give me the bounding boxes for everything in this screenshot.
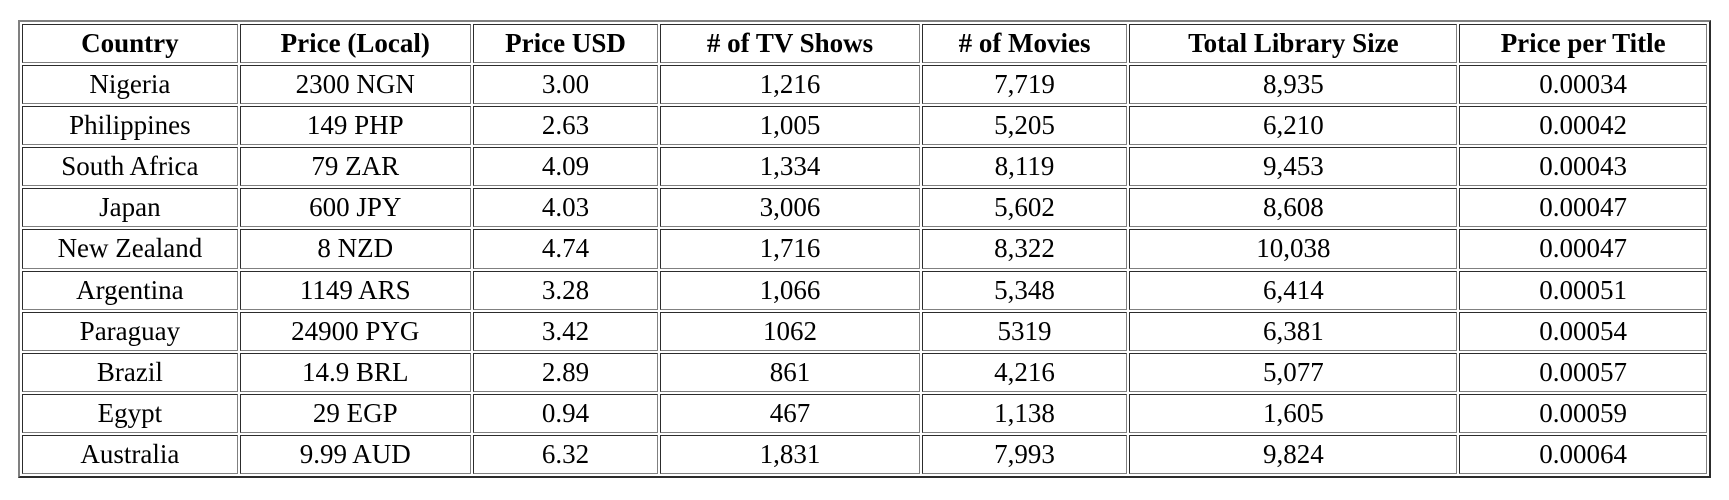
cell-price-usd: 0.94 (472, 393, 659, 433)
cell-of-movies: 8,322 (921, 229, 1128, 269)
column-header-country: Country (22, 24, 238, 64)
cell-price-local: 14.9 BRL (239, 352, 471, 392)
cell-price-usd: 3.42 (472, 311, 659, 351)
cell-country: New Zealand (22, 229, 238, 269)
cell-price-per-title: 0.00064 (1459, 434, 1707, 475)
cell-of-movies: 4,216 (921, 352, 1128, 392)
cell-of-movies: 7,719 (921, 65, 1128, 105)
column-header-total-library-size: Total Library Size (1129, 24, 1458, 64)
column-header-price-local: Price (Local) (239, 24, 471, 64)
cell-price-usd: 4.03 (472, 188, 659, 228)
cell-price-per-title: 0.00051 (1459, 270, 1707, 310)
table-row-argentina: Argentina 1149 ARS 3.28 1,066 5,348 6,414 0.00… (22, 270, 1707, 310)
table-row-egypt: Egypt 29 EGP 0.94 467 1,138 1,605 0.00059 (22, 393, 1707, 433)
cell-of-movies: 5,205 (921, 106, 1128, 146)
cell-country: Philippines (22, 106, 238, 146)
table-row-brazil: Brazil 14.9 BRL 2.89 861 4,216 5,077 0.00057 (22, 352, 1707, 392)
cell-price-per-title: 0.00057 (1459, 352, 1707, 392)
table-row-south-africa: South Africa 79 ZAR 4.09 1,334 8,119 9,453 0.0… (22, 147, 1707, 187)
cell-country: Argentina (22, 270, 238, 310)
cell-total-library-size: 9,824 (1129, 434, 1458, 475)
cell-country: Egypt (22, 393, 238, 433)
cell-price-usd: 4.74 (472, 229, 659, 269)
cell-price-usd: 3.28 (472, 270, 659, 310)
cell-price-local: 9.99 AUD (239, 434, 471, 475)
cell-country: Nigeria (22, 65, 238, 105)
cell-of-tv-shows: 1,005 (660, 106, 920, 146)
cell-country: Japan (22, 188, 238, 228)
cell-of-movies: 5,348 (921, 270, 1128, 310)
cell-of-tv-shows: 1,216 (660, 65, 920, 105)
table-row-australia: Australia 9.99 AUD 6.32 1,831 7,993 9,824 0.00… (22, 434, 1707, 475)
cell-total-library-size: 8,935 (1129, 65, 1458, 105)
cell-total-library-size: 9,453 (1129, 147, 1458, 187)
cell-price-usd: 2.89 (472, 352, 659, 392)
cell-country: South Africa (22, 147, 238, 187)
table-row-new-zealand: New Zealand 8 NZD 4.74 1,716 8,322 10,038 0.00… (22, 229, 1707, 269)
cell-price-local: 149 PHP (239, 106, 471, 146)
column-header-of-tv-shows: # of TV Shows (660, 24, 920, 64)
column-header-price-usd: Price USD (472, 24, 659, 64)
cell-total-library-size: 6,210 (1129, 106, 1458, 146)
cell-total-library-size: 1,605 (1129, 393, 1458, 433)
cell-of-tv-shows: 1,716 (660, 229, 920, 269)
cell-price-local: 600 JPY (239, 188, 471, 228)
cell-price-local: 1149 ARS (239, 270, 471, 310)
cell-country: Paraguay (22, 311, 238, 351)
cell-price-usd: 3.00 (472, 65, 659, 105)
cell-price-usd: 2.63 (472, 106, 659, 146)
cell-price-per-title: 0.00034 (1459, 65, 1707, 105)
cell-total-library-size: 6,381 (1129, 311, 1458, 351)
cell-of-tv-shows: 1062 (660, 311, 920, 351)
cell-total-library-size: 10,038 (1129, 229, 1458, 269)
cell-of-tv-shows: 3,006 (660, 188, 920, 228)
cell-price-local: 29 EGP (239, 393, 471, 433)
cell-of-movies: 7,993 (921, 434, 1128, 475)
cell-price-usd: 6.32 (472, 434, 659, 475)
cell-total-library-size: 6,414 (1129, 270, 1458, 310)
cell-total-library-size: 8,608 (1129, 188, 1458, 228)
cell-of-tv-shows: 1,831 (660, 434, 920, 475)
cell-price-per-title: 0.00054 (1459, 311, 1707, 351)
cell-of-tv-shows: 861 (660, 352, 920, 392)
page: Country Price (Local) Price USD # of TV Sho… (18, 20, 1711, 479)
cell-of-movies: 5319 (921, 311, 1128, 351)
column-header-of-movies: # of Movies (921, 24, 1128, 64)
cell-of-tv-shows: 1,334 (660, 147, 920, 187)
cell-price-per-title: 0.00043 (1459, 147, 1707, 187)
cell-price-usd: 4.09 (472, 147, 659, 187)
cell-total-library-size: 5,077 (1129, 352, 1458, 392)
cell-price-local: 24900 PYG (239, 311, 471, 351)
cell-country: Brazil (22, 352, 238, 392)
cell-country: Australia (22, 434, 238, 475)
cell-of-tv-shows: 1,066 (660, 270, 920, 310)
table-row-philippines: Philippines 149 PHP 2.63 1,005 5,205 6,210 0.0… (22, 106, 1707, 146)
column-header-price-per-title: Price per Title (1459, 24, 1707, 64)
cell-price-per-title: 0.00059 (1459, 393, 1707, 433)
cell-of-movies: 1,138 (921, 393, 1128, 433)
table-row-nigeria: Nigeria 2300 NGN 3.00 1,216 7,719 8,935 0.0003… (22, 65, 1707, 105)
cell-price-per-title: 0.00047 (1459, 229, 1707, 269)
cell-price-local: 2300 NGN (239, 65, 471, 105)
table-row-paraguay: Paraguay 24900 PYG 3.42 1062 5319 6,381 0.0005… (22, 311, 1707, 351)
cell-price-local: 8 NZD (239, 229, 471, 269)
cell-of-movies: 8,119 (921, 147, 1128, 187)
header-row: Country Price (Local) Price USD # of TV Sho… (22, 24, 1707, 64)
streaming-price-table: Country Price (Local) Price USD # of TV Sho… (18, 20, 1711, 479)
cell-price-per-title: 0.00042 (1459, 106, 1707, 146)
cell-price-per-title: 0.00047 (1459, 188, 1707, 228)
cell-price-local: 79 ZAR (239, 147, 471, 187)
cell-of-movies: 5,602 (921, 188, 1128, 228)
table-row-japan: Japan 600 JPY 4.03 3,006 5,602 8,608 0.00047 (22, 188, 1707, 228)
cell-of-tv-shows: 467 (660, 393, 920, 433)
